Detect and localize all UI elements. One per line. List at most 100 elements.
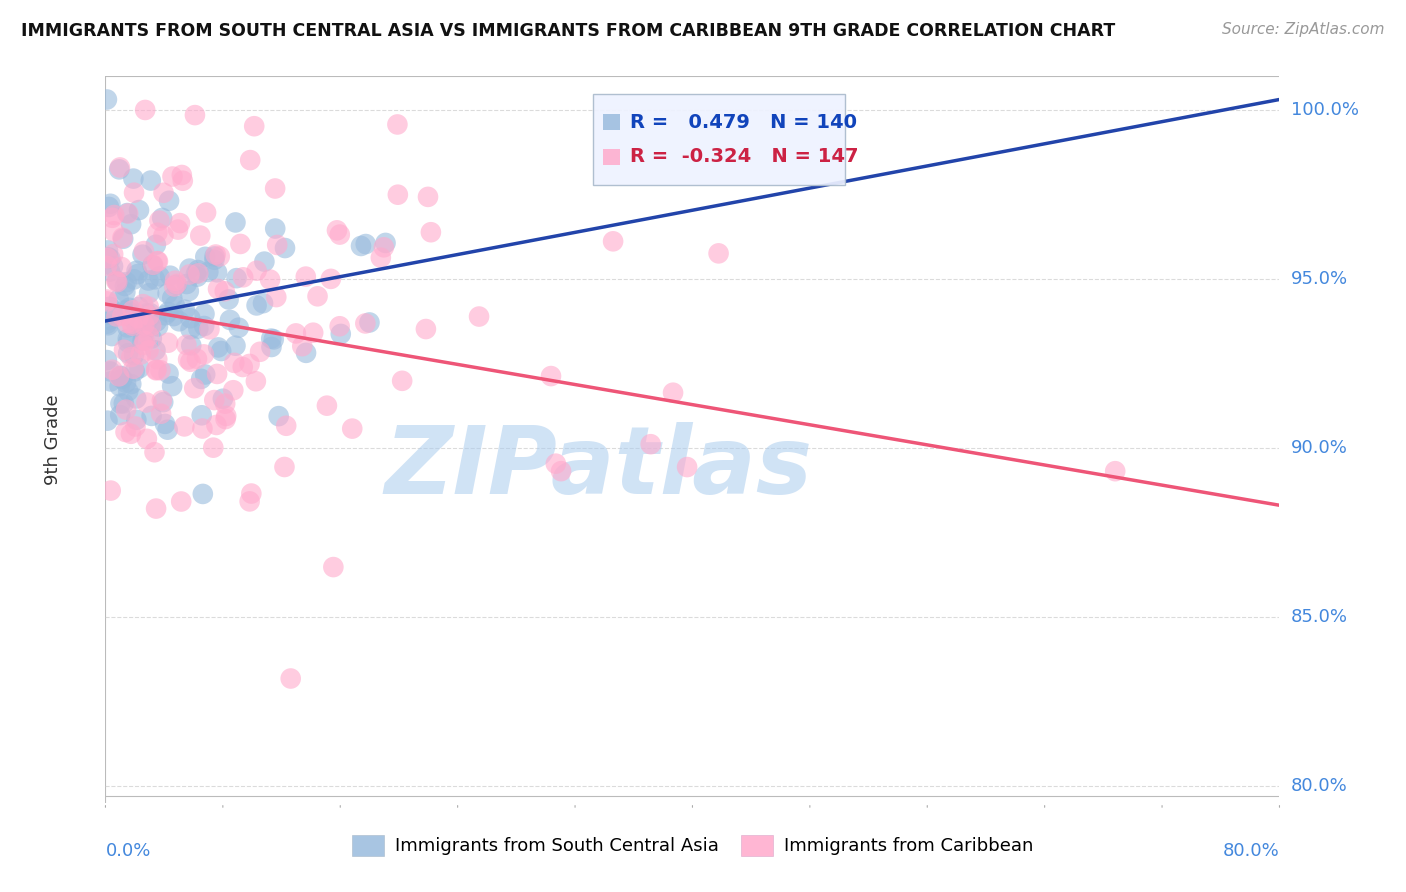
Text: IMMIGRANTS FROM SOUTH CENTRAL ASIA VS IMMIGRANTS FROM CARIBBEAN 9TH GRADE CORREL: IMMIGRANTS FROM SOUTH CENTRAL ASIA VS IM… xyxy=(21,22,1115,40)
Point xyxy=(128,361,150,376)
Point xyxy=(222,383,245,397)
Point xyxy=(110,369,132,384)
Point xyxy=(180,322,202,336)
Legend: Immigrants from South Central Asia, Immigrants from Caribbean: Immigrants from South Central Asia, Immi… xyxy=(344,828,1040,863)
Text: 95.0%: 95.0% xyxy=(1291,269,1348,288)
Point xyxy=(105,275,128,289)
Point xyxy=(342,422,364,436)
Point xyxy=(280,672,302,686)
Point xyxy=(183,381,205,395)
Point xyxy=(205,265,228,279)
Point xyxy=(108,161,131,175)
Point xyxy=(97,250,120,264)
Point xyxy=(249,344,271,359)
Point xyxy=(97,251,120,265)
Point xyxy=(96,353,118,368)
Text: 0.0%: 0.0% xyxy=(105,842,150,860)
Point xyxy=(117,332,139,346)
Point xyxy=(214,285,236,299)
Point xyxy=(145,237,167,252)
Point xyxy=(374,235,396,250)
Point xyxy=(205,417,228,432)
Point xyxy=(354,237,377,252)
Point xyxy=(138,329,160,343)
Point xyxy=(150,393,173,408)
Point xyxy=(124,419,146,434)
Point xyxy=(232,270,254,285)
Point xyxy=(387,118,409,132)
Point xyxy=(197,265,219,279)
Point xyxy=(163,279,186,293)
Point xyxy=(115,376,138,390)
Point xyxy=(131,248,153,262)
Point xyxy=(274,241,297,255)
Point xyxy=(98,265,121,279)
Point xyxy=(112,303,135,318)
Point xyxy=(156,286,179,301)
Point xyxy=(160,379,183,393)
Point xyxy=(117,384,139,398)
Point xyxy=(176,338,198,352)
Point xyxy=(602,235,624,249)
Point xyxy=(416,190,439,204)
Point xyxy=(232,359,254,374)
Point xyxy=(260,332,283,346)
Point xyxy=(266,238,288,252)
Point xyxy=(163,274,186,288)
Point xyxy=(329,319,352,334)
Point xyxy=(640,437,662,451)
Point xyxy=(128,203,150,218)
Point xyxy=(193,347,215,361)
Point xyxy=(114,285,136,300)
Point xyxy=(260,340,283,354)
Point xyxy=(167,222,190,236)
Point xyxy=(150,407,173,421)
Point xyxy=(204,250,226,264)
Point xyxy=(239,494,262,508)
Point xyxy=(120,306,142,320)
Point xyxy=(117,308,139,322)
Point xyxy=(152,395,174,409)
Point xyxy=(153,308,176,322)
Point xyxy=(97,318,120,333)
Point xyxy=(214,412,236,426)
Point xyxy=(100,375,122,389)
Point xyxy=(1104,464,1126,478)
Point xyxy=(110,368,132,383)
Point xyxy=(96,93,118,107)
Point xyxy=(120,217,142,231)
Point xyxy=(162,309,184,323)
Point xyxy=(273,460,295,475)
Point xyxy=(157,335,180,350)
Point xyxy=(191,421,214,435)
Point xyxy=(179,268,201,282)
Point xyxy=(108,379,131,393)
Point xyxy=(243,119,266,133)
Text: 9th Grade: 9th Grade xyxy=(44,394,62,484)
Point xyxy=(190,372,212,386)
Point xyxy=(145,314,167,328)
Point xyxy=(207,282,229,296)
Point xyxy=(205,367,228,381)
Point xyxy=(208,249,231,263)
Text: 100.0%: 100.0% xyxy=(1291,101,1358,119)
Point xyxy=(148,269,170,284)
Point xyxy=(162,291,184,305)
Point xyxy=(129,347,152,361)
Point xyxy=(329,326,352,341)
Point xyxy=(157,194,180,208)
Point xyxy=(117,206,139,220)
Point xyxy=(120,426,142,441)
Point xyxy=(170,494,193,508)
Point xyxy=(387,187,409,202)
Point xyxy=(188,228,211,243)
Point xyxy=(131,334,153,348)
Point xyxy=(187,266,209,280)
Point xyxy=(129,321,152,335)
Point xyxy=(125,413,148,427)
Point xyxy=(239,153,262,167)
Point xyxy=(141,318,163,333)
Point xyxy=(173,302,195,317)
Point xyxy=(157,367,180,381)
Point xyxy=(138,312,160,326)
